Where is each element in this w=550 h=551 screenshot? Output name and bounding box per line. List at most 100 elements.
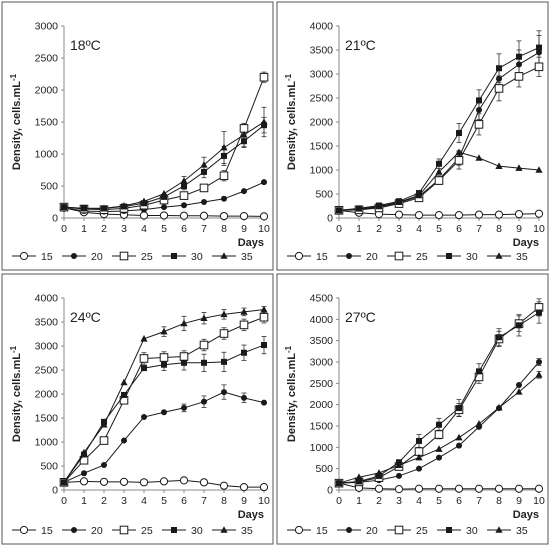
series-15-marker [434,484,444,493]
legend-20-marker [71,527,77,533]
series-30-marker [356,478,362,485]
series-30-marker [161,193,167,200]
x-tick-label: 3 [121,495,127,507]
series-30-marker [456,130,462,137]
y-tick-label: 1000 [310,165,334,177]
series-35-marker [435,168,443,175]
series-25-marker [454,156,464,165]
series-20-marker [416,465,422,472]
panel-temperature-label: 24ºC [70,309,101,325]
panel-temperature-label: 18ºC [70,37,101,53]
series-35-marker [60,478,68,486]
legend-item-20: 20 [337,251,378,263]
legend-label: 35 [516,251,528,263]
y-axis-label-superscript: -1 [284,73,293,81]
series-30-marker [261,122,267,129]
legend-item-30: 30 [162,525,203,537]
series-15-marker [534,484,544,493]
legend-item-30: 30 [437,251,478,263]
y-axis-label-text: Density, cells.mL [11,353,23,442]
series-25-marker [199,340,209,350]
series-35-marker [355,205,363,212]
series-35-marker [200,161,208,168]
legend-label: 35 [516,525,528,537]
x-tick-label: 1 [81,223,87,235]
series-35-marker [375,202,383,210]
x-tick-label: 0 [336,223,342,235]
legend: 15 20 25 30 35 [287,525,528,537]
series-20 [61,389,267,486]
legend-25-marker [394,525,404,535]
series-35-marker [100,204,108,212]
series-35-marker [120,202,128,209]
series-35-marker [220,310,228,318]
x-tick-label: 8 [496,495,502,507]
x-tick-label: 4 [416,223,422,235]
x-tick-label: 5 [161,223,167,235]
series-30-marker [496,334,502,341]
y-tick-label: 4000 [35,293,59,305]
legend-15-marker [19,525,29,535]
legend-item-15: 15 [287,251,328,263]
series-35-marker [455,148,463,156]
x-tick-label: 4 [416,495,422,507]
series-35-marker [415,191,423,199]
series-15-marker [394,485,404,494]
legend-item-15: 15 [287,525,328,537]
legend-label: 20 [91,525,103,537]
series-35-marker [180,319,188,327]
y-tick-label: 1500 [35,117,59,129]
y-tick-label: 0 [327,213,333,225]
panel-border [1,273,274,545]
x-tick-label: 3 [121,223,127,235]
series-35-marker [180,177,188,184]
legend-label: 15 [316,525,328,537]
series-15-marker [179,476,189,485]
legend-item-35: 35 [212,251,253,263]
y-tick-label: 1500 [310,421,334,433]
series-15 [334,479,544,494]
y-tick-label: 2000 [310,399,334,411]
y-tick-label: 500 [315,189,333,201]
y-tick-label: 2500 [310,93,334,105]
series-30-marker [416,437,422,444]
legend: 15 20 25 30 35 [287,251,528,263]
x-tick-label: 10 [533,223,545,235]
series-35-marker [435,445,443,452]
series-35-marker [515,388,523,395]
x-tick-label: 0 [61,495,67,507]
x-tick-label: 7 [201,223,207,235]
legend-label: 30 [191,525,203,537]
legend-item-35: 35 [212,525,253,537]
series-25-marker [534,62,544,72]
legend-item-30: 30 [437,525,478,537]
x-tick-label: 7 [201,495,207,507]
series-35-marker [160,189,168,197]
series-30-marker [241,349,247,356]
series-30-marker [181,359,187,366]
panel-border [1,1,274,271]
y-axis-label-superscript: -1 [9,73,18,81]
x-tick-label: 9 [241,495,247,507]
series-15-marker [219,481,229,490]
series-20-marker [396,472,402,479]
series-20-marker [516,61,522,68]
series-20-marker [101,462,107,469]
legend-item-20: 20 [62,525,103,537]
series-30-marker [516,53,522,60]
series-30-marker [121,391,127,398]
x-tick-label: 6 [456,223,462,235]
legend-20-marker [346,253,352,259]
x-tick-label: 10 [258,495,270,507]
legend-item-35: 35 [487,525,528,537]
chart-panel-4: 0 500 1000 1500 2000 2500 3000 3500 4000 4500 0 1 2 3… [276,273,549,545]
series-35-marker [395,461,403,469]
series-35-marker [100,420,108,428]
series-20-marker [436,454,442,461]
series-35-marker [120,378,128,386]
y-tick-label: 2500 [35,53,59,65]
series-15-marker [199,211,209,220]
y-tick-label: 0 [327,485,333,497]
series-20-marker [536,359,542,365]
